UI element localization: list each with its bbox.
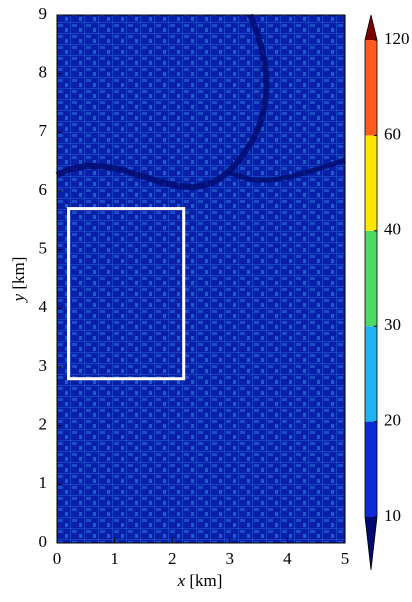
colorbar-segment: [365, 231, 377, 326]
x-tick-label: 1: [110, 549, 119, 568]
x-tick-label: 3: [226, 549, 235, 568]
colorbar-tick-label: 20: [384, 411, 401, 430]
y-tick-label: 7: [39, 121, 48, 140]
colorbar-over: [365, 15, 377, 40]
y-tick-label: 1: [39, 473, 48, 492]
x-axis-label: x [km]: [177, 571, 223, 590]
y-tick-label: 8: [39, 63, 48, 82]
y-tick-label: 6: [39, 180, 48, 199]
y-tick-label: 3: [39, 356, 48, 375]
colorbar-tick-label: 30: [384, 315, 401, 334]
x-tick-label: 2: [168, 549, 177, 568]
colorbar-under: [365, 517, 377, 570]
y-tick-label: 0: [39, 532, 48, 551]
y-tick-label: 5: [39, 239, 48, 258]
colorbar-tick-label: 120: [384, 29, 410, 48]
y-symbol: y: [9, 293, 28, 303]
colorbar-tick-label: 60: [384, 124, 401, 143]
colorbar-tick-label: 40: [384, 220, 401, 239]
x-tick-label: 5: [341, 549, 350, 568]
y-axis-label: y [km]: [9, 257, 28, 304]
x-unit: [km]: [189, 571, 222, 590]
y-tick-label: 4: [39, 297, 48, 316]
y-tick-label: 2: [39, 415, 48, 434]
colorbar-segment: [365, 135, 377, 230]
x-tick-label: 0: [53, 549, 62, 568]
x-tick-label: 4: [283, 549, 292, 568]
colorbar-segment: [365, 40, 377, 135]
colorbar-tick-label: 10: [384, 506, 401, 525]
x-symbol: x: [177, 571, 186, 590]
colorbar-segment: [365, 326, 377, 421]
y-tick-label: 9: [39, 4, 48, 23]
chart: x [km] y [km] 0 1 2 3 4 5 0 1 2 3 4 5 6 7 8 9 10 20 30 40 60…: [0, 0, 412, 597]
heatmap-texture: [57, 15, 345, 543]
y-unit: [km]: [9, 257, 28, 290]
colorbar-segment: [365, 422, 377, 517]
